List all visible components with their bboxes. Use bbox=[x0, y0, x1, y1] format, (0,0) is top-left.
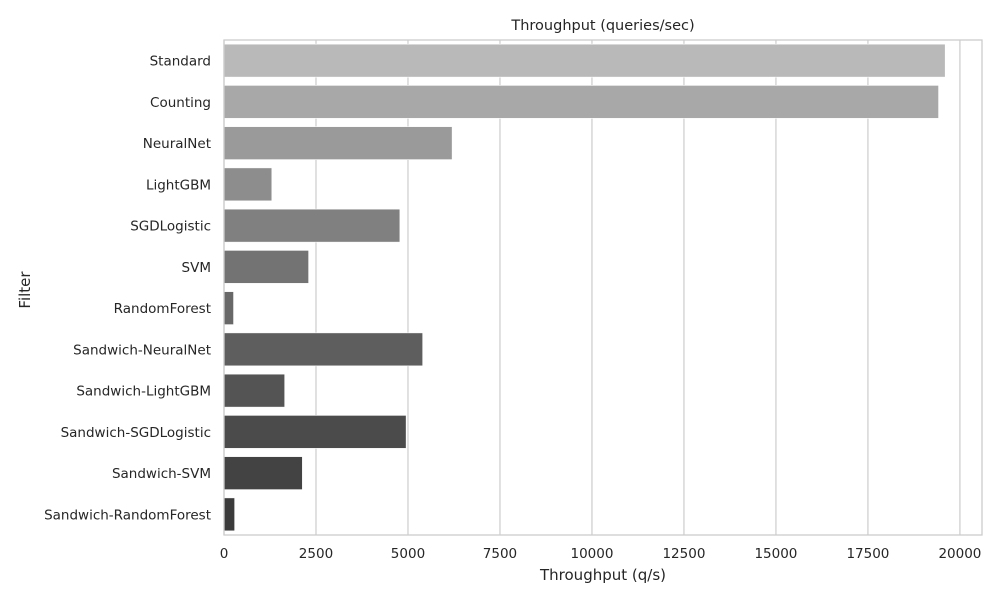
bar-sandwich-sgdlogistic bbox=[223, 415, 407, 449]
x-axis-label: Throughput (q/s) bbox=[539, 566, 666, 584]
x-tick-label: 17500 bbox=[846, 546, 889, 562]
bar-standard bbox=[223, 43, 946, 78]
x-tick-label: 0 bbox=[220, 546, 229, 562]
y-tick-label: SVM bbox=[182, 260, 211, 276]
x-tick-label: 10000 bbox=[570, 546, 613, 562]
bar-svm bbox=[223, 250, 309, 284]
bar-lightgbm bbox=[223, 167, 273, 202]
bar-sandwich-neuralnet bbox=[223, 332, 423, 367]
y-tick-labels: Standard Counting NeuralNet LightGBM SGDLogi… bbox=[44, 54, 211, 524]
plot-border bbox=[223, 39, 983, 536]
chart-title: Throughput (queries/sec) bbox=[510, 18, 694, 34]
y-tick-label: Sandwich-SGDLogistic bbox=[61, 425, 211, 441]
x-tick-labels: 0 2500 5000 7500 10000 12500 15000 17500 20000 bbox=[220, 546, 982, 562]
y-tick-label: NeuralNet bbox=[143, 136, 211, 152]
bar-counting bbox=[223, 85, 939, 119]
bar-sandwich-randomforest bbox=[223, 497, 235, 532]
y-tick-label: Sandwich-NeuralNet bbox=[73, 342, 211, 358]
y-tick-label: RandomForest bbox=[114, 301, 211, 317]
x-tick-label: 7500 bbox=[483, 546, 517, 562]
plot-frame bbox=[223, 39, 983, 536]
x-tick-label: 12500 bbox=[662, 546, 705, 562]
grid-lines bbox=[223, 40, 961, 535]
y-tick-label: Counting bbox=[150, 95, 211, 111]
bar-sgdlogistic bbox=[223, 208, 401, 243]
bar-randomforest bbox=[223, 291, 234, 325]
x-tick-label: 20000 bbox=[938, 546, 981, 562]
x-tick-label: 15000 bbox=[754, 546, 797, 562]
bar-sandwich-svm bbox=[223, 456, 303, 490]
x-tick-label: 2500 bbox=[299, 546, 333, 562]
y-axis-label: Filter bbox=[16, 271, 34, 309]
bar-sandwich-lightgbm bbox=[223, 373, 286, 408]
y-tick-label: Standard bbox=[150, 54, 211, 70]
y-tick-label: Sandwich-RandomForest bbox=[44, 507, 211, 523]
y-tick-label: Sandwich-SVM bbox=[112, 466, 211, 482]
y-tick-label: Sandwich-LightGBM bbox=[76, 384, 211, 400]
bar-neuralnet bbox=[223, 126, 453, 160]
y-tick-label: LightGBM bbox=[146, 177, 211, 193]
bars bbox=[223, 43, 946, 532]
x-tick-label: 5000 bbox=[391, 546, 425, 562]
y-tick-label: SGDLogistic bbox=[130, 219, 211, 235]
